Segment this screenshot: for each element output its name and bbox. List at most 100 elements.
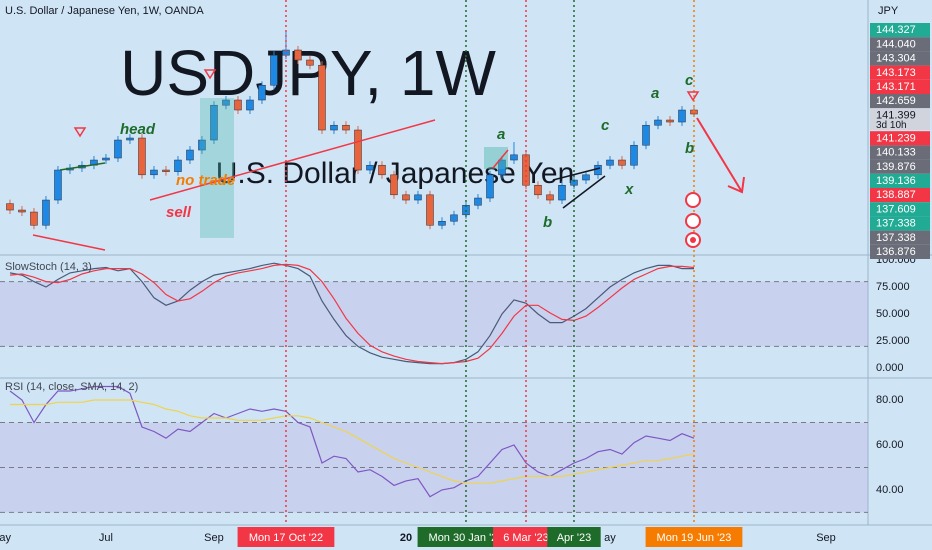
x-tick-label: ay bbox=[604, 532, 616, 544]
event-label-bg bbox=[493, 527, 559, 547]
candle-body bbox=[558, 184, 566, 201]
candle-body bbox=[318, 64, 326, 131]
candle-body bbox=[258, 84, 266, 101]
candle-body bbox=[594, 164, 602, 176]
price-tag-label: 141.239 bbox=[876, 132, 916, 144]
candle-body bbox=[534, 184, 542, 196]
candle-body bbox=[486, 174, 494, 199]
highlight-box bbox=[200, 98, 234, 238]
candle-body bbox=[342, 124, 350, 131]
candle-body bbox=[54, 169, 62, 201]
candle-body bbox=[234, 99, 242, 111]
candle-body bbox=[618, 159, 626, 166]
candle-body bbox=[102, 157, 110, 161]
price-tag bbox=[870, 23, 930, 38]
trend-line bbox=[492, 149, 509, 169]
price-tag bbox=[870, 108, 930, 131]
y-tick-label: 40.00 bbox=[876, 484, 904, 496]
annotation: x bbox=[624, 181, 634, 198]
price-tag-label: 139.136 bbox=[876, 175, 916, 187]
trend-line bbox=[552, 167, 601, 181]
annotation: sell bbox=[166, 204, 192, 221]
price-tag-label: 137.338 bbox=[876, 218, 916, 230]
indicator-line bbox=[9, 385, 695, 498]
price-tag bbox=[870, 51, 930, 66]
candle-body bbox=[330, 124, 338, 131]
candle-body bbox=[138, 137, 146, 176]
event-label: Mon 30 Jan '23 bbox=[429, 532, 504, 544]
trend-line bbox=[149, 119, 436, 201]
y-tick-label: 80.00 bbox=[876, 394, 904, 406]
price-tag-label: 141.399 bbox=[876, 109, 916, 121]
candle-body bbox=[210, 104, 218, 141]
candle-body bbox=[510, 154, 518, 161]
candle-body bbox=[18, 209, 26, 213]
price-tag-label: 144.327 bbox=[876, 24, 916, 36]
indicator-line bbox=[9, 262, 694, 365]
candle-body bbox=[546, 194, 554, 201]
price-tag bbox=[870, 65, 930, 80]
y-tick-label: 75.000 bbox=[876, 281, 910, 293]
candle-body bbox=[438, 220, 446, 226]
price-tag bbox=[870, 159, 930, 174]
price-tag bbox=[870, 216, 930, 231]
x-tick-label: 20 bbox=[400, 532, 412, 544]
event-icon[interactable] bbox=[685, 213, 701, 229]
price-tag-label: 136.876 bbox=[876, 246, 916, 258]
currency: JPY bbox=[878, 5, 899, 17]
candle-body bbox=[654, 119, 662, 126]
x-tick-label: Sep bbox=[204, 532, 224, 544]
event-label: Mon 17 Oct '22 bbox=[249, 532, 323, 544]
price-tag-label: 143.173 bbox=[876, 67, 916, 79]
candle-body bbox=[474, 197, 482, 206]
watermark: USDJPY, 1W bbox=[120, 37, 496, 109]
candle-body bbox=[582, 174, 590, 181]
event-label-bg bbox=[417, 527, 515, 547]
candle-body bbox=[222, 99, 230, 106]
event-label-bg bbox=[645, 527, 743, 547]
candle-body bbox=[378, 164, 386, 176]
price-tag bbox=[870, 202, 930, 217]
price-tag bbox=[870, 79, 930, 94]
candle-body bbox=[30, 211, 38, 226]
price-tag-label: 143.171 bbox=[876, 81, 916, 93]
price-tag bbox=[870, 244, 930, 259]
candle-body bbox=[678, 109, 686, 123]
candle-body bbox=[426, 194, 434, 226]
price-tag-label: 142.659 bbox=[876, 95, 916, 107]
arrow bbox=[696, 117, 745, 194]
signal-marker bbox=[73, 69, 700, 138]
y-tick-label: 25.000 bbox=[876, 335, 910, 347]
event-label-bg bbox=[547, 527, 601, 547]
y-tick-label: 60.00 bbox=[876, 439, 904, 451]
event-icon[interactable] bbox=[685, 192, 701, 208]
price-tag bbox=[870, 131, 930, 146]
candle-body bbox=[390, 174, 398, 196]
price-tag bbox=[870, 145, 930, 160]
price-tag bbox=[870, 188, 930, 203]
y-tick-label: 50.000 bbox=[876, 308, 910, 320]
candle-body bbox=[174, 159, 182, 172]
event-label-bg bbox=[237, 527, 335, 547]
candle-body bbox=[246, 99, 254, 111]
annotation: no trade bbox=[176, 172, 235, 189]
annotation: c bbox=[685, 72, 694, 89]
candle-body bbox=[6, 203, 14, 211]
candle-body bbox=[402, 194, 410, 201]
price-tag bbox=[870, 37, 930, 52]
candle-body bbox=[306, 59, 314, 66]
price-tag-label: 138.887 bbox=[876, 189, 916, 201]
candle-body bbox=[114, 139, 122, 159]
band-fill bbox=[0, 281, 868, 347]
annotation: head bbox=[120, 121, 156, 138]
candle-body bbox=[294, 49, 302, 61]
event-icon-dot bbox=[690, 237, 696, 243]
candle-body bbox=[198, 139, 206, 151]
candle-body bbox=[366, 164, 374, 171]
annotation: b bbox=[543, 214, 552, 231]
trend-line bbox=[562, 175, 606, 209]
price-tag bbox=[870, 173, 930, 188]
candle-body bbox=[162, 169, 170, 172]
indicator-title: SlowStoch (14, 3) bbox=[5, 261, 92, 273]
